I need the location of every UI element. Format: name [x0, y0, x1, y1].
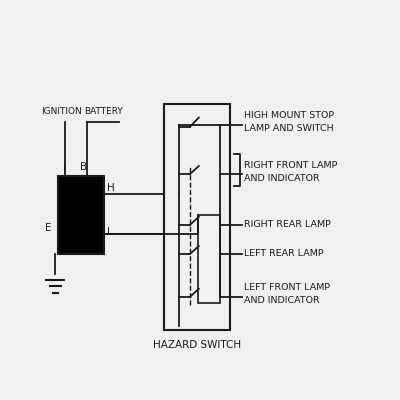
Text: L: L	[107, 227, 113, 237]
Text: E: E	[45, 223, 51, 233]
Text: B: B	[80, 162, 88, 172]
Text: RIGHT REAR LAMP: RIGHT REAR LAMP	[244, 220, 331, 229]
Text: IGNITION: IGNITION	[42, 107, 82, 116]
Text: I: I	[63, 162, 66, 172]
Text: HAZARD SWITCH: HAZARD SWITCH	[153, 340, 241, 350]
Text: LEFT REAR LAMP: LEFT REAR LAMP	[244, 250, 324, 258]
Bar	[58, 176, 104, 254]
Text: AND INDICATOR: AND INDICATOR	[244, 174, 320, 182]
Text: RIGHT FRONT LAMP: RIGHT FRONT LAMP	[244, 161, 337, 170]
Text: LAMP AND SWITCH: LAMP AND SWITCH	[244, 124, 334, 133]
Text: HIGH MOUNT STOP: HIGH MOUNT STOP	[244, 112, 334, 120]
Text: LEFT FRONT LAMP: LEFT FRONT LAMP	[244, 284, 330, 292]
Bar	[198, 215, 220, 303]
Text: AND INDICATOR: AND INDICATOR	[244, 296, 320, 305]
Text: BATTERY: BATTERY	[84, 107, 122, 116]
Text: H: H	[107, 183, 115, 193]
Bar	[164, 104, 230, 330]
